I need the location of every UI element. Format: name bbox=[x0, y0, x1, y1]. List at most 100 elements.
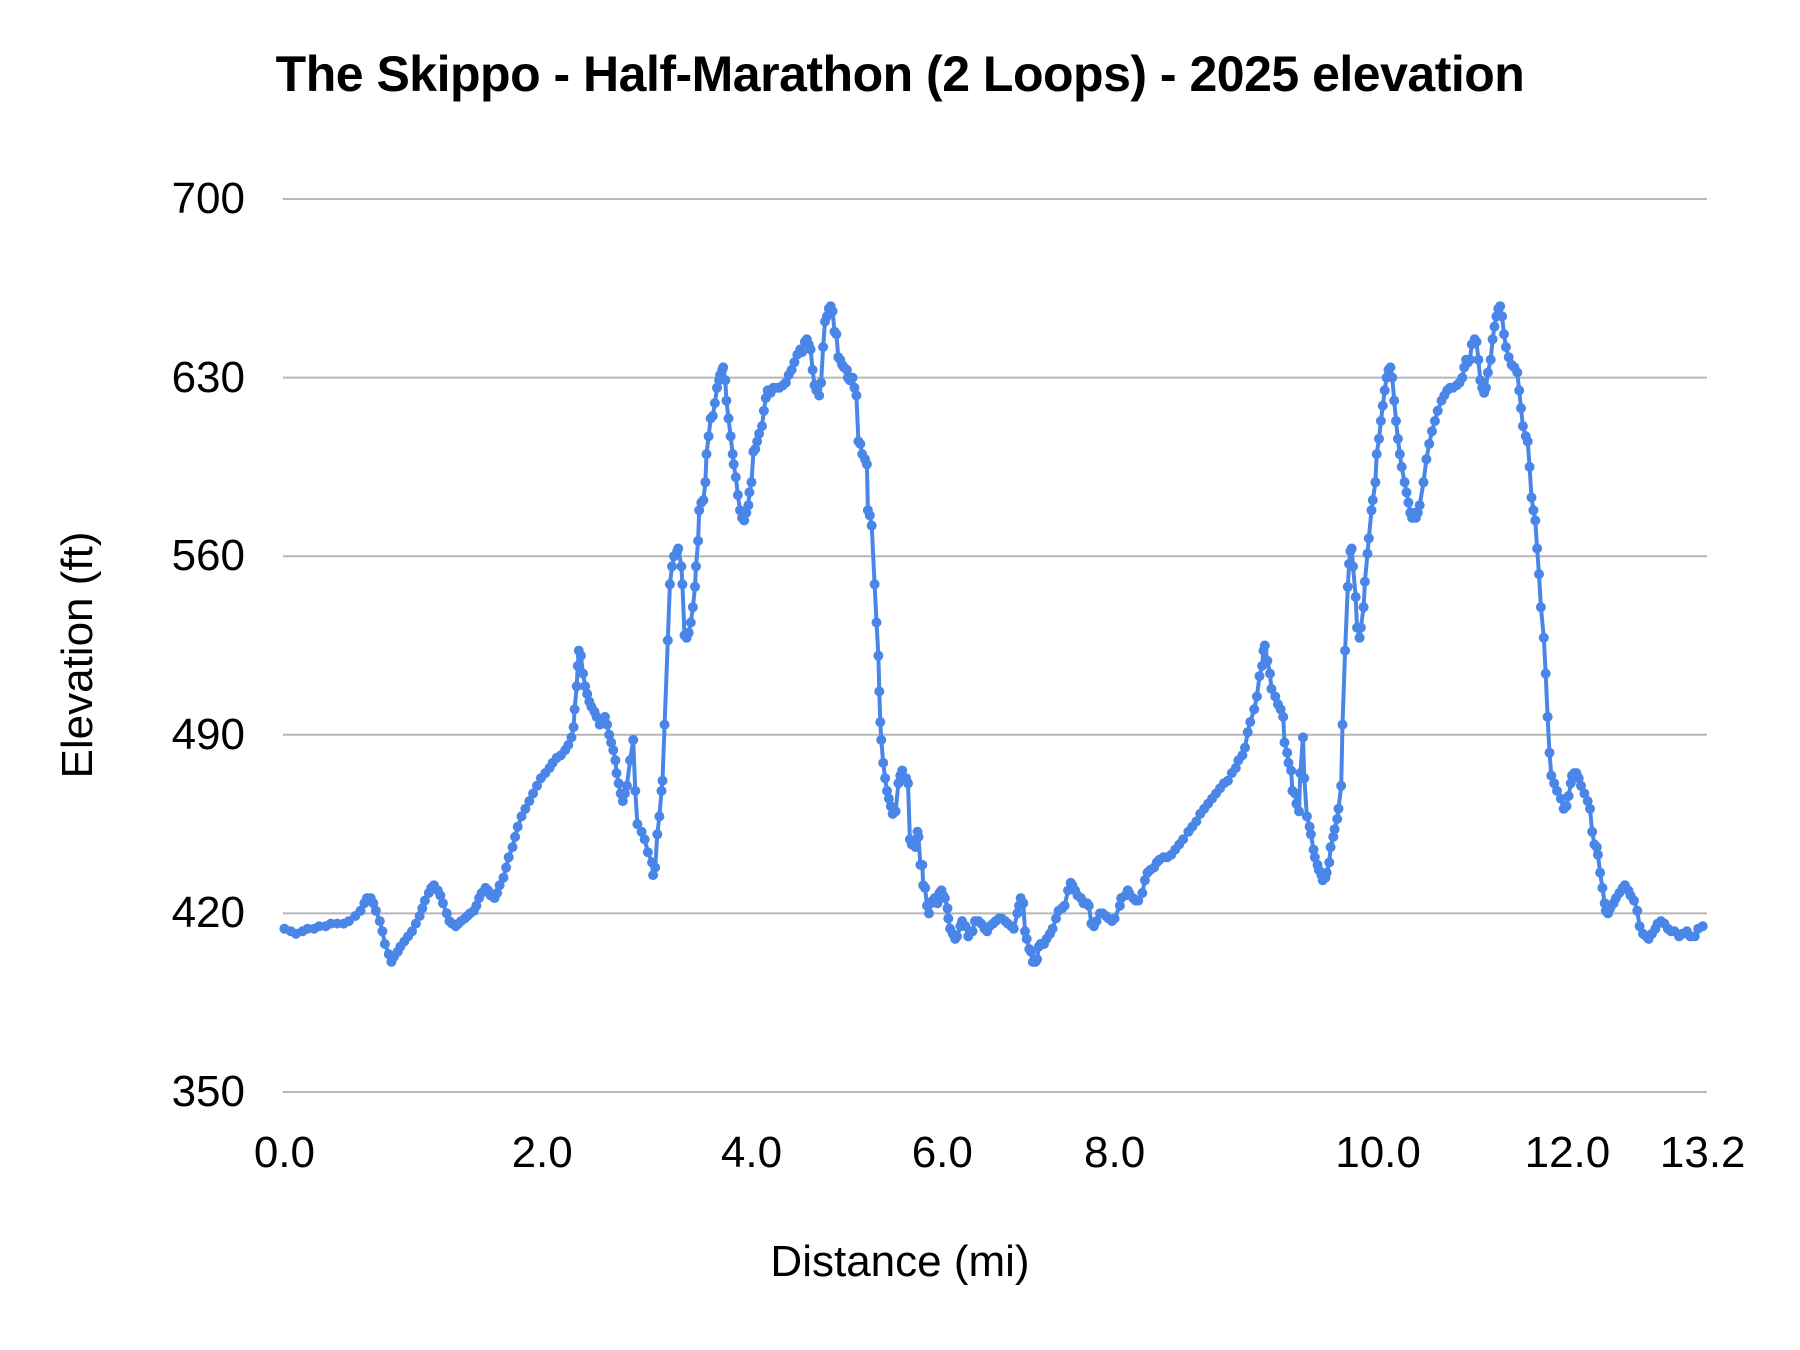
data-point bbox=[1358, 602, 1369, 613]
data-point bbox=[1387, 372, 1398, 383]
data-point bbox=[910, 842, 921, 853]
data-point bbox=[1538, 632, 1549, 643]
data-point bbox=[516, 811, 527, 822]
x-tick-label: 2.0 bbox=[511, 1128, 573, 1177]
data-point bbox=[572, 660, 583, 671]
data-point bbox=[913, 831, 924, 842]
data-point bbox=[1457, 372, 1468, 383]
data-point bbox=[861, 459, 872, 470]
data-point bbox=[878, 757, 889, 768]
data-point bbox=[818, 342, 829, 352]
data-point bbox=[1222, 775, 1233, 786]
data-point bbox=[604, 729, 615, 740]
data-point bbox=[569, 704, 580, 715]
data-point bbox=[1301, 811, 1312, 822]
data-point bbox=[1321, 867, 1332, 878]
data-point bbox=[807, 364, 818, 375]
data-point bbox=[703, 431, 714, 442]
data-point bbox=[617, 796, 628, 807]
y-tick-label: 700 bbox=[171, 174, 245, 223]
data-point bbox=[750, 444, 761, 454]
data-point bbox=[657, 775, 668, 786]
data-point bbox=[1482, 367, 1493, 378]
data-point bbox=[1565, 778, 1576, 789]
data-point bbox=[1414, 500, 1425, 511]
data-point bbox=[1304, 821, 1315, 832]
data-point bbox=[656, 785, 667, 796]
data-point bbox=[652, 829, 663, 840]
y-tick-label: 630 bbox=[171, 352, 245, 402]
data-point bbox=[520, 803, 531, 814]
data-point bbox=[693, 535, 704, 546]
data-point bbox=[917, 859, 928, 870]
data-point bbox=[407, 926, 417, 937]
data-point bbox=[1582, 796, 1593, 807]
data-point bbox=[377, 926, 388, 937]
data-point bbox=[1051, 913, 1061, 924]
data-point bbox=[1385, 362, 1396, 373]
data-point bbox=[435, 890, 446, 901]
data-point bbox=[1481, 382, 1491, 393]
elevation-line bbox=[282, 304, 1705, 964]
data-point bbox=[883, 793, 894, 804]
data-point bbox=[659, 719, 670, 730]
data-point bbox=[677, 579, 688, 590]
data-point bbox=[1305, 829, 1316, 840]
data-point bbox=[1522, 436, 1533, 447]
data-point bbox=[503, 852, 514, 863]
data-point bbox=[939, 893, 950, 904]
data-point bbox=[1083, 900, 1094, 911]
data-point bbox=[524, 796, 535, 807]
data-point bbox=[1348, 561, 1358, 572]
y-tick-label: 560 bbox=[171, 531, 245, 581]
data-point bbox=[1059, 900, 1070, 911]
data-point bbox=[743, 500, 754, 511]
data-point bbox=[841, 364, 852, 375]
data-point bbox=[632, 819, 643, 830]
gridlines bbox=[283, 198, 1707, 1093]
data-point bbox=[568, 722, 579, 733]
x-tick-label: 6.0 bbox=[911, 1128, 973, 1177]
data-point bbox=[1540, 668, 1551, 679]
data-point bbox=[1366, 505, 1377, 516]
data-point bbox=[1389, 395, 1400, 406]
data-point bbox=[1283, 757, 1294, 768]
data-point bbox=[827, 306, 838, 317]
data-point bbox=[1563, 791, 1574, 801]
data-point bbox=[814, 390, 825, 401]
data-point bbox=[1514, 385, 1525, 396]
data-point bbox=[1524, 461, 1535, 472]
data-point bbox=[528, 788, 539, 799]
data-point bbox=[1178, 834, 1189, 845]
data-point bbox=[871, 617, 882, 628]
data-point bbox=[1298, 732, 1308, 743]
data-point bbox=[1266, 683, 1277, 694]
data-point bbox=[1579, 788, 1590, 799]
data-point bbox=[437, 898, 448, 909]
data-point bbox=[1544, 747, 1555, 758]
data-point bbox=[1299, 773, 1310, 784]
data-point bbox=[952, 931, 962, 942]
data-point bbox=[1308, 844, 1319, 855]
data-point bbox=[700, 477, 711, 488]
data-point bbox=[1230, 763, 1241, 773]
data-point bbox=[582, 689, 593, 699]
data-point bbox=[1332, 814, 1343, 824]
data-point bbox=[758, 405, 769, 416]
data-point bbox=[942, 903, 953, 914]
data-point bbox=[1286, 765, 1297, 776]
data-point bbox=[1392, 433, 1403, 444]
data-point bbox=[628, 734, 639, 745]
data-point bbox=[1270, 691, 1281, 702]
data-point bbox=[575, 650, 586, 661]
data-point bbox=[580, 681, 591, 692]
data-point bbox=[532, 780, 542, 791]
data-point bbox=[1329, 824, 1340, 835]
data-point bbox=[1254, 671, 1265, 682]
data-point bbox=[707, 410, 718, 421]
data-point bbox=[851, 390, 862, 401]
data-point bbox=[1012, 908, 1023, 919]
data-point bbox=[1499, 329, 1509, 340]
data-point bbox=[1546, 770, 1557, 781]
